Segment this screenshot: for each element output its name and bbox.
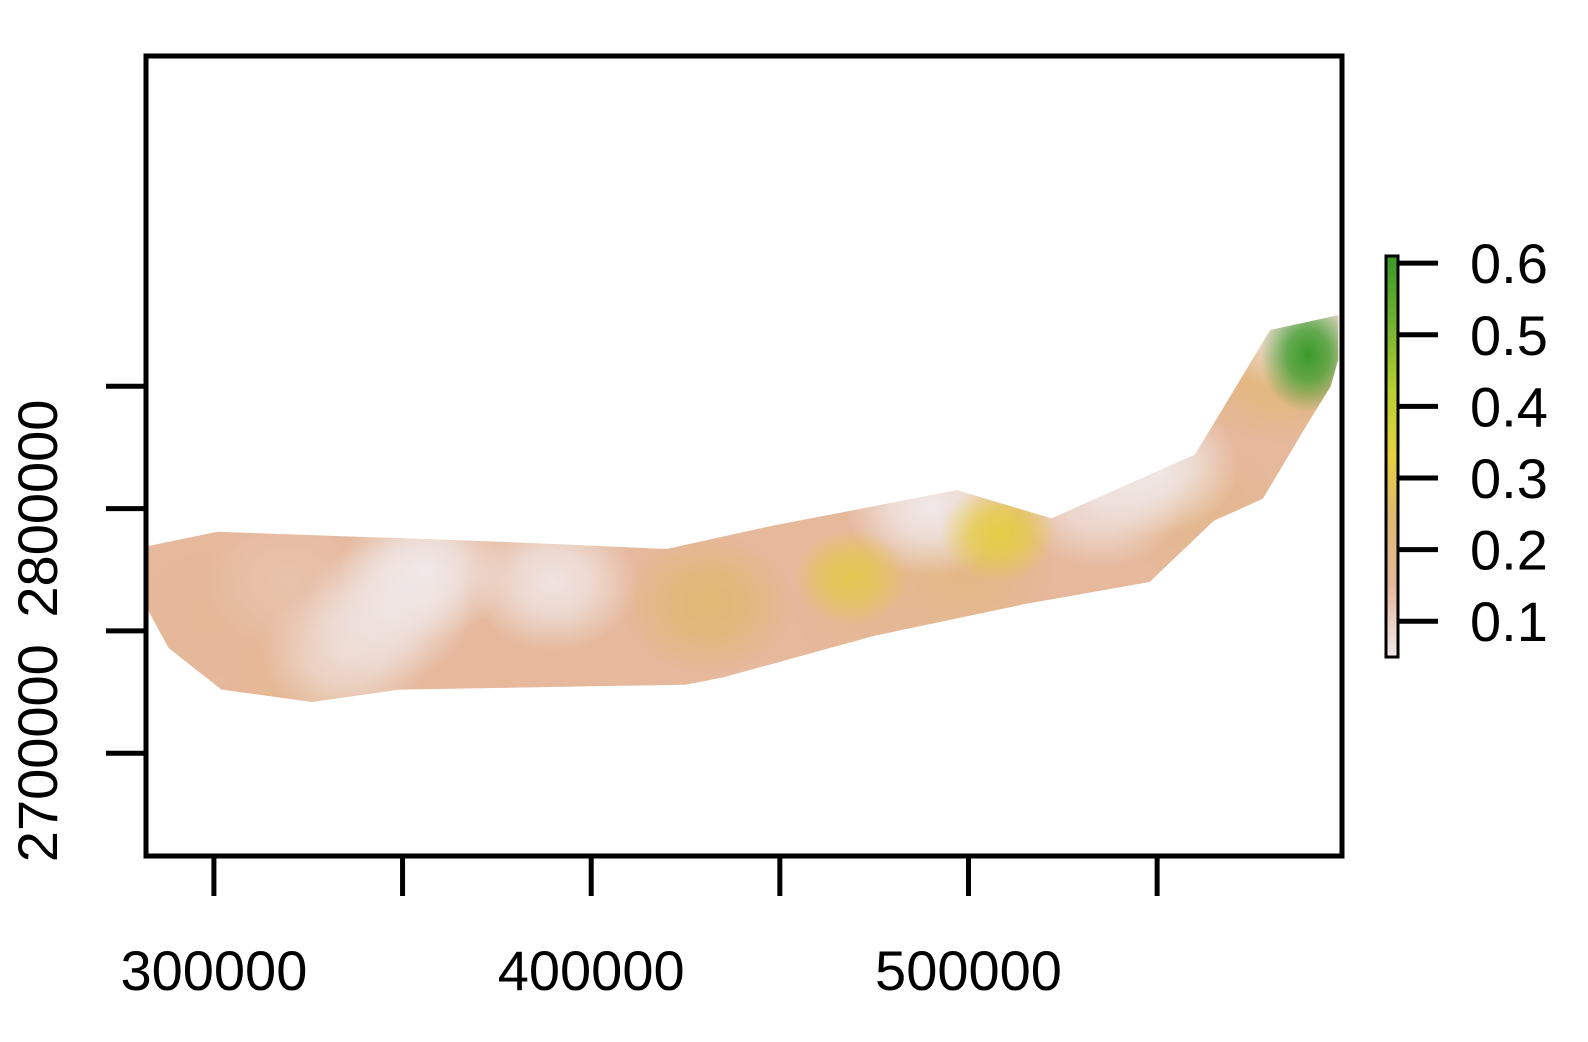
y-axis: 2700000 2800000 — [6, 383, 146, 862]
heatmap-hotspot — [623, 534, 794, 674]
x-axis: 300000 400000 500000 — [120, 856, 1160, 1002]
colorbar-legend: 0.1 0.2 0.3 0.4 0.5 0.6 — [1384, 232, 1548, 659]
colorbar-tick-label: 0.2 — [1470, 519, 1548, 582]
x-tick-label: 500000 — [875, 939, 1062, 1002]
heatmap-hotspot — [940, 485, 1057, 582]
colorbar-tick-label: 0.5 — [1470, 304, 1548, 367]
x-tick-label: 300000 — [120, 939, 307, 1002]
colorbar-tick-label: 0.6 — [1470, 232, 1548, 295]
colorbar-gradient — [1384, 254, 1400, 659]
y-tick-label: 2700000 — [6, 644, 69, 862]
x-tick-label: 400000 — [498, 939, 685, 1002]
colorbar-tick-label: 0.3 — [1470, 447, 1548, 510]
y-tick-label: 2800000 — [6, 400, 69, 618]
heatmap-hotspot — [340, 499, 511, 640]
hotspot-layer — [146, 315, 1339, 702]
heatmap-hotspot — [468, 512, 639, 652]
heatmap-hotspot — [793, 529, 910, 626]
colorbar-tick-label: 0.1 — [1470, 590, 1548, 653]
plot-frame — [143, 53, 1345, 859]
colorbar-tick-label: 0.4 — [1470, 375, 1548, 438]
heatmap-hotspot — [1068, 394, 1239, 535]
